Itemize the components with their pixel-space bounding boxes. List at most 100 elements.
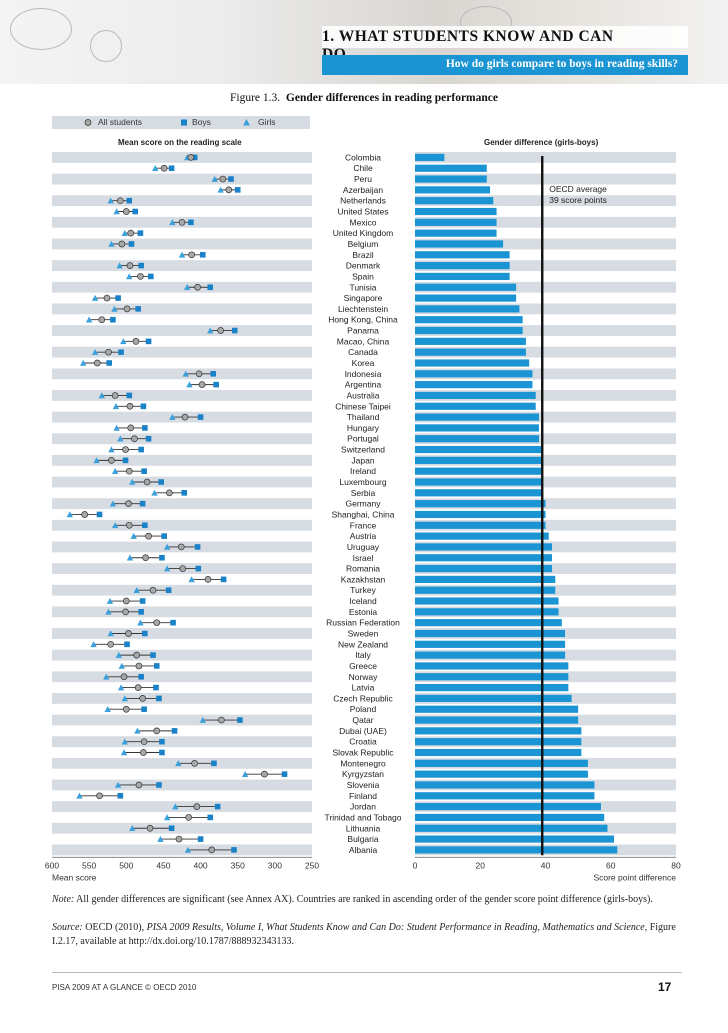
country-label: Qatar <box>352 715 373 725</box>
difference-bar <box>415 705 579 713</box>
country-label: Azerbaijan <box>343 185 383 195</box>
country-label: Canada <box>348 347 378 357</box>
all-students-point <box>218 716 225 724</box>
boys-point <box>207 814 214 821</box>
oecd-average-value-label: 39 score points <box>549 195 607 205</box>
girls-point <box>121 695 128 702</box>
row-band-right <box>415 173 676 185</box>
girls-point <box>157 835 164 842</box>
legend-all-students: All students <box>98 117 142 127</box>
all-students-point <box>116 197 124 205</box>
boys-point <box>191 154 198 161</box>
all-students-point <box>122 705 130 713</box>
all-students-point <box>137 273 144 280</box>
row-band-right <box>415 216 676 228</box>
girls-point <box>163 814 171 821</box>
row-band-right <box>415 411 676 423</box>
girls-point <box>217 186 224 193</box>
country-label: Netherlands <box>340 196 386 206</box>
boys-point <box>171 728 178 734</box>
all-students-point <box>153 727 161 735</box>
legend-square-marker <box>181 119 187 126</box>
country-label: Portugal <box>347 434 379 444</box>
row-band-left <box>52 671 312 683</box>
girls-point <box>116 262 123 269</box>
difference-bar <box>415 586 556 594</box>
all-students-point <box>105 348 112 356</box>
difference-bar <box>415 489 543 497</box>
left-tick-label: 550 <box>82 860 96 870</box>
girls-point <box>111 467 119 474</box>
boys-point <box>132 208 138 215</box>
country-label: Singapore <box>344 293 383 303</box>
boys-point <box>138 673 144 680</box>
row-band-left <box>52 498 312 510</box>
oecd-average-label: OECD average <box>549 184 607 194</box>
row-band-left <box>52 152 312 163</box>
difference-bar <box>415 207 497 216</box>
figure-note: Note: All gender differences are signifi… <box>52 893 682 907</box>
all-students-point <box>122 446 129 453</box>
difference-bar <box>415 186 491 194</box>
difference-bar <box>415 781 595 789</box>
left-axis-title: Mean score <box>52 872 97 882</box>
girls-point <box>178 251 186 258</box>
row-band-left <box>52 346 312 358</box>
difference-bar <box>415 402 536 410</box>
left-tick-label: 250 <box>305 860 319 870</box>
difference-bar <box>415 251 510 259</box>
difference-bar <box>415 316 523 324</box>
all-students-point <box>195 370 203 378</box>
country-label: Iceland <box>349 596 377 606</box>
all-students-point <box>126 262 134 269</box>
boys-point <box>181 490 188 496</box>
all-students-point <box>225 186 233 194</box>
boys-point <box>156 782 162 788</box>
country-label: Hong Kong, China <box>328 315 398 325</box>
girls-point <box>120 749 128 756</box>
boys-point <box>281 771 288 777</box>
boys-point <box>210 371 216 377</box>
source-title: PISA 2009 Results, Volume I, What Studen… <box>146 922 645 933</box>
girls-point <box>91 294 99 301</box>
row-band-right <box>415 303 676 315</box>
boys-point <box>140 403 147 410</box>
country-label: Dubai (UAE) <box>339 726 387 736</box>
all-students-point <box>185 814 193 821</box>
boys-point <box>138 609 144 615</box>
all-students-point <box>135 781 143 789</box>
country-label: Thailand <box>347 412 380 422</box>
difference-bar <box>415 813 605 822</box>
row-band-left <box>52 822 312 834</box>
all-students-point <box>143 478 151 486</box>
boys-point <box>161 533 167 539</box>
all-students-point <box>125 500 132 507</box>
girls-point <box>76 792 83 799</box>
girls-point <box>112 403 120 410</box>
row-band-right <box>415 476 676 488</box>
boys-point <box>168 165 175 172</box>
all-students-point <box>96 792 103 800</box>
country-label: Tunisia <box>349 282 376 292</box>
country-label: Germany <box>346 499 382 509</box>
girls-point <box>126 554 134 561</box>
row-band-left <box>52 195 312 207</box>
difference-bar <box>415 359 530 367</box>
girls-point <box>90 641 97 648</box>
all-students-point <box>107 640 115 648</box>
difference-bar <box>415 543 553 551</box>
country-label: Greece <box>349 661 377 671</box>
girls-point <box>151 489 158 496</box>
difference-bar <box>415 824 608 832</box>
all-students-point <box>140 749 147 756</box>
page-number: 17 <box>658 980 672 994</box>
country-label: Colombia <box>345 152 381 162</box>
all-students-point <box>127 424 135 432</box>
row-band-right <box>415 152 676 163</box>
boys-point <box>145 435 152 442</box>
girls-point <box>113 424 120 431</box>
boys-point <box>228 176 234 182</box>
right-tick-label: 80 <box>671 860 681 870</box>
figure-title: Figure 1.3. Gender differences in readin… <box>0 92 728 104</box>
row-band-left <box>52 281 312 293</box>
